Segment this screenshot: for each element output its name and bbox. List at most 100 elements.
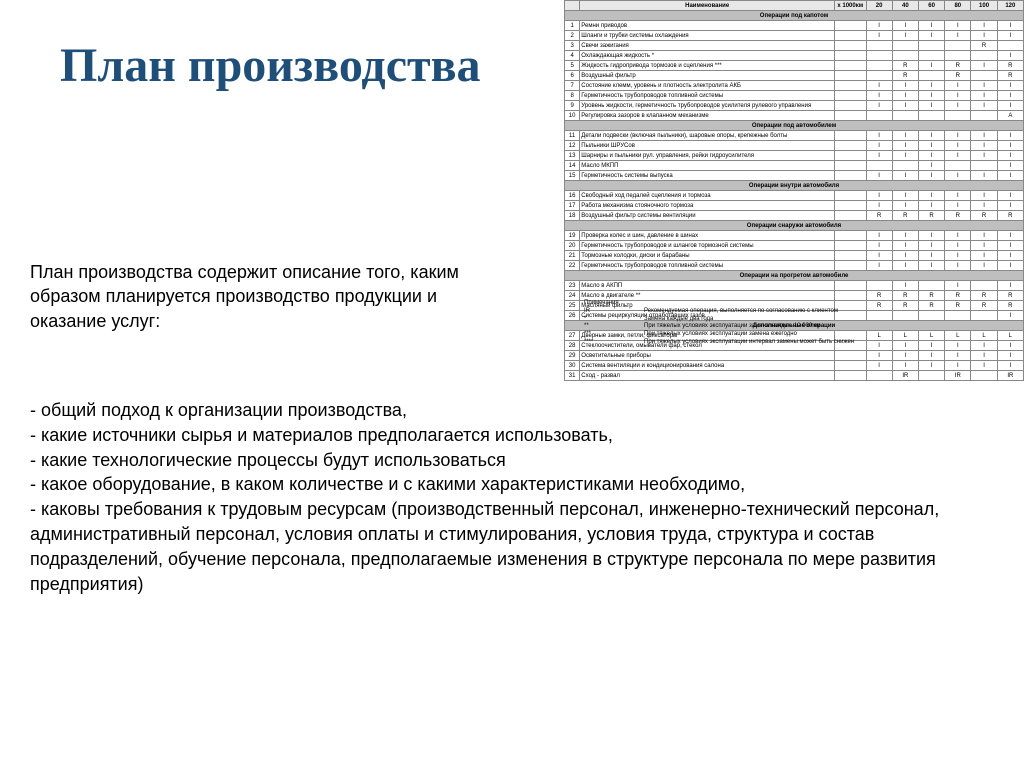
maintenance-value: I — [997, 31, 1023, 41]
row-number: 8 — [565, 91, 580, 101]
row-number: 20 — [565, 241, 580, 251]
maintenance-value — [997, 41, 1023, 51]
maintenance-value — [892, 41, 918, 51]
maintenance-value: I — [997, 51, 1023, 61]
row-number: 16 — [565, 191, 580, 201]
maintenance-value: I — [945, 261, 971, 271]
maintenance-value: I — [918, 351, 944, 361]
maintenance-value: I — [918, 151, 944, 161]
maintenance-value — [971, 51, 997, 61]
maintenance-value: R — [997, 71, 1023, 81]
maintenance-value: A — [997, 111, 1023, 121]
slide-description: План производства содержит описание того… — [30, 260, 510, 333]
maintenance-value: I — [866, 191, 892, 201]
maintenance-value: I — [866, 241, 892, 251]
maintenance-value — [971, 161, 997, 171]
row-number: 12 — [565, 141, 580, 151]
maintenance-value — [866, 281, 892, 291]
maintenance-value: I — [997, 261, 1023, 271]
row-number: 27 — [565, 331, 580, 341]
maintenance-value — [918, 51, 944, 61]
table-legend: ПримечанияIRРекомендуемая операция, выпо… — [584, 300, 1014, 347]
legend-key: *** — [584, 331, 644, 339]
maintenance-value: R — [892, 61, 918, 71]
row-desc: Свободный ход педалей сцепления и тормоз… — [580, 191, 835, 201]
legend-key: **** — [584, 339, 644, 347]
maintenance-value: I — [945, 231, 971, 241]
maintenance-value: I — [997, 21, 1023, 31]
maintenance-value: R — [945, 71, 971, 81]
maintenance-value: I — [945, 241, 971, 251]
maintenance-value: I — [866, 21, 892, 31]
maintenance-value — [945, 111, 971, 121]
row-number: 2 — [565, 31, 580, 41]
maintenance-value: I — [892, 151, 918, 161]
maintenance-value: I — [971, 151, 997, 161]
maintenance-value: I — [918, 61, 944, 71]
maintenance-value: I — [971, 191, 997, 201]
maintenance-value: I — [866, 101, 892, 111]
maintenance-value: I — [892, 31, 918, 41]
row-desc: Сход - развал — [580, 371, 835, 381]
row-desc: Уровень жидкости, герметичность трубопро… — [580, 101, 835, 111]
maintenance-value: I — [892, 251, 918, 261]
row-number: 4 — [565, 51, 580, 61]
bullet-item: - какие технологические процессы будут и… — [30, 448, 990, 473]
maintenance-value — [892, 161, 918, 171]
maintenance-value — [866, 161, 892, 171]
maintenance-value: I — [997, 151, 1023, 161]
maintenance-value: I — [892, 21, 918, 31]
maintenance-value: I — [971, 141, 997, 151]
maintenance-value: I — [866, 201, 892, 211]
legend-text: Замена каждые два года — [644, 316, 1014, 324]
maintenance-value: I — [971, 21, 997, 31]
maintenance-value: IR — [945, 371, 971, 381]
row-number: 17 — [565, 201, 580, 211]
row-desc: Масло МКПП — [580, 161, 835, 171]
maintenance-value: I — [997, 171, 1023, 181]
maintenance-value: I — [866, 91, 892, 101]
row-desc: Регулировка зазоров в клапанном механизм… — [580, 111, 835, 121]
maintenance-value: I — [997, 251, 1023, 261]
legend-key: IR — [584, 308, 644, 316]
maintenance-value: I — [997, 131, 1023, 141]
maintenance-value: I — [971, 31, 997, 41]
maintenance-value: I — [971, 361, 997, 371]
maintenance-value: I — [971, 61, 997, 71]
maintenance-value: I — [945, 151, 971, 161]
maintenance-value: I — [945, 361, 971, 371]
km-column: 80 — [945, 1, 971, 11]
maintenance-value: I — [997, 81, 1023, 91]
maintenance-value: I — [971, 101, 997, 111]
maintenance-value — [918, 371, 944, 381]
bullet-item: - общий подход к организации производств… — [30, 398, 990, 423]
row-number: 23 — [565, 281, 580, 291]
km-column: 120 — [997, 1, 1023, 11]
row-desc: Воздушный фильтр системы вентиляции — [580, 211, 835, 221]
maintenance-value: R — [945, 291, 971, 301]
maintenance-value: I — [945, 131, 971, 141]
bullet-item: - какое оборудование, в каком количестве… — [30, 472, 990, 497]
km-column: 40 — [892, 1, 918, 11]
row-number: 11 — [565, 131, 580, 141]
row-desc: Масло в двигателе ** — [580, 291, 835, 301]
maintenance-value: I — [971, 351, 997, 361]
maintenance-value: I — [892, 191, 918, 201]
legend-text: При тяжелых условиях эксплуатации интерв… — [644, 339, 1014, 347]
maintenance-value: I — [918, 161, 944, 171]
maintenance-value — [945, 41, 971, 51]
maintenance-value: I — [892, 261, 918, 271]
maintenance-value: I — [918, 91, 944, 101]
row-number: 21 — [565, 251, 580, 261]
km-column: 60 — [918, 1, 944, 11]
km-column: 100 — [971, 1, 997, 11]
row-desc: Охлаждающая жидкость * — [580, 51, 835, 61]
maintenance-value: R — [918, 291, 944, 301]
maintenance-value: I — [892, 361, 918, 371]
maintenance-value: I — [945, 141, 971, 151]
maintenance-value — [866, 61, 892, 71]
bullet-item: - каковы требования к трудовым ресурсам … — [30, 497, 990, 596]
maintenance-value: I — [997, 351, 1023, 361]
row-desc: Свечи зажигания — [580, 41, 835, 51]
maintenance-value: I — [892, 231, 918, 241]
